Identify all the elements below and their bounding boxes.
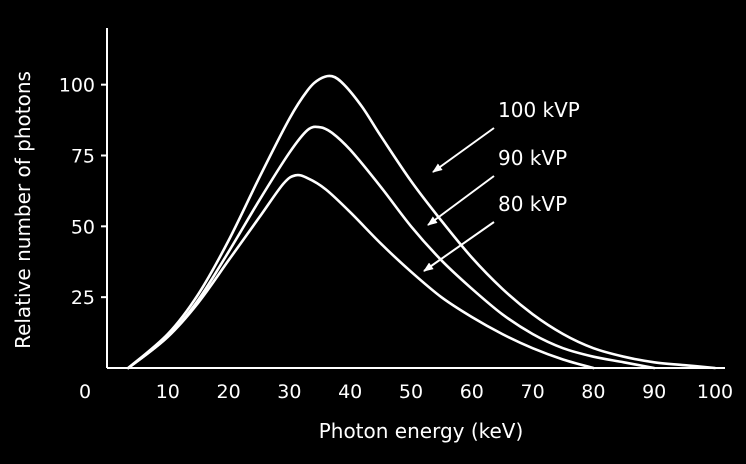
axes: [106, 28, 725, 369]
x-tick-labels: 0 10 20 30 40 50 60 70 80 90 100: [79, 381, 733, 403]
x-tick-label: 60: [460, 381, 484, 403]
x-tick-label: 0: [79, 381, 91, 403]
annotation-label: 90 kVP: [498, 146, 567, 170]
curve-100-kvp: [127, 74, 717, 370]
x-tick-label: 20: [217, 381, 241, 403]
annotation-arrow: [427, 175, 495, 226]
curves: [127, 74, 717, 370]
y-tick-label: 100: [59, 75, 95, 97]
y-tick-label: 25: [71, 287, 95, 309]
annotation-label: 80 kVP: [498, 192, 567, 216]
x-tick-label: 50: [399, 381, 423, 403]
y-tick-label: 75: [71, 146, 95, 168]
y-tick-label: 50: [71, 216, 95, 238]
x-tick-label: 80: [581, 381, 605, 403]
x-tick-label: 100: [697, 381, 733, 403]
y-tick-labels: 25 50 75 100: [59, 75, 107, 309]
x-tick-label: 90: [642, 381, 666, 403]
x-axis-title: Photon energy (keV): [319, 419, 524, 443]
annotation-label: 100 kVP: [498, 98, 580, 122]
annotation-arrow: [423, 221, 495, 272]
curve-80-kvp: [127, 173, 595, 370]
curve-annotations: 100 kVP 90 kVP 80 kVP: [423, 98, 580, 272]
x-tick-label: 40: [338, 381, 362, 403]
curve-90-kvp: [127, 125, 656, 370]
x-tick-label: 70: [521, 381, 545, 403]
y-axis-title: Relative number of photons: [11, 71, 35, 349]
x-tick-label: 30: [277, 381, 301, 403]
annotation-arrow: [432, 127, 495, 173]
x-tick-label: 10: [156, 381, 180, 403]
